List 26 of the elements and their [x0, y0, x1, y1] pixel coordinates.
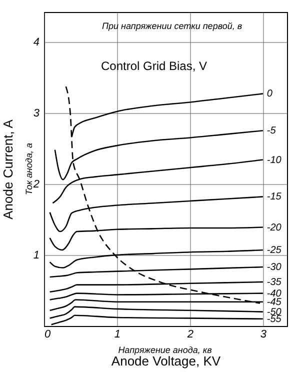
y-axis-title: Anode Current, A: [0, 119, 16, 220]
series-label: -15: [266, 192, 282, 203]
series-label: -45: [266, 296, 282, 308]
series-label: -20: [266, 222, 282, 234]
series-label: -35: [266, 276, 282, 288]
series-label: -55: [266, 314, 282, 325]
x-tick-label: 1: [114, 328, 121, 340]
series-label: -25: [266, 244, 282, 256]
text: Напряжение анода, кв: [118, 345, 212, 355]
annotation: При напряжении сетки первой, в: [102, 21, 242, 31]
text: Ток анода, а: [24, 143, 34, 195]
series-label: -30: [266, 262, 282, 274]
x-tick-label: 3: [260, 328, 268, 340]
series-label: 0: [266, 88, 273, 100]
annotation: Control Grid Bias, V: [100, 59, 208, 73]
y-tick-label: 4: [33, 36, 40, 48]
y-tick-label: 3: [33, 107, 40, 120]
y-tick-label: 1: [33, 249, 40, 262]
y-tick-label: 2: [32, 178, 40, 190]
series-label: -10: [266, 154, 282, 166]
x-tick-label: 2: [186, 328, 194, 340]
line-series: [49, 306, 264, 319]
x-axis-title: Anode Voltage, KV: [111, 354, 221, 368]
x-tick-label: 0: [44, 328, 52, 340]
series-label: -5: [266, 126, 276, 137]
series-label: -40: [266, 288, 282, 300]
